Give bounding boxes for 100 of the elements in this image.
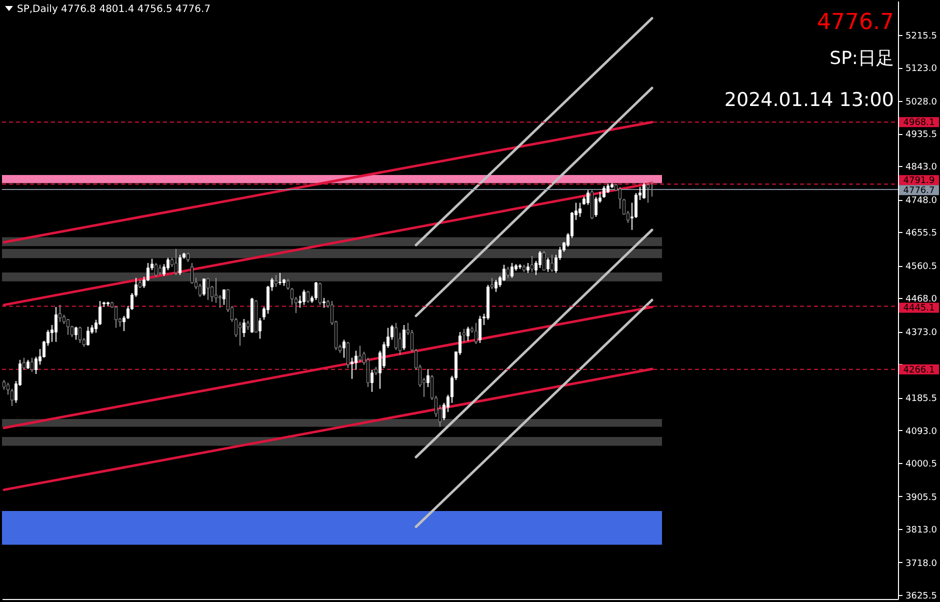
y-tick-label: 3718.0: [906, 558, 938, 569]
candlestick: [502, 264, 506, 282]
ref-line-label: 4266.1: [903, 365, 935, 376]
annotation: 2024.01.14 13:00: [724, 89, 894, 111]
candlestick: [246, 320, 250, 330]
candlestick: [162, 264, 166, 277]
candlestick: [354, 350, 358, 370]
candlestick: [306, 290, 310, 304]
candlestick: [650, 180, 654, 198]
candlestick: [506, 266, 510, 278]
y-tick-label: 4935.5: [906, 130, 937, 140]
candlestick: [178, 254, 182, 276]
y-tick-label: 3625.5: [906, 591, 937, 602]
candlestick: [402, 324, 406, 351]
y-tick-label: 5028.0: [906, 98, 938, 108]
y-tick-label: 4000.5: [906, 459, 937, 470]
candlestick: [298, 295, 302, 308]
candlestick: [10, 388, 14, 407]
candlestick: [186, 252, 190, 262]
annotation: SP:日足: [830, 48, 894, 69]
candlestick: [366, 357, 370, 388]
y-tick-label: 4655.5: [906, 228, 937, 239]
candlestick: [546, 257, 550, 272]
candlestick: [410, 329, 414, 352]
candlestick: [166, 257, 170, 271]
y-tick-label: 4093.0: [906, 426, 938, 437]
candlestick: [646, 182, 650, 204]
candlestick: [322, 297, 326, 308]
candlestick: [74, 326, 78, 340]
candlestick: [278, 272, 282, 286]
candlestick: [242, 318, 246, 338]
candlestick: [370, 369, 374, 392]
candlestick: [586, 190, 590, 206]
candlestick: [538, 250, 542, 268]
candlestick: [274, 274, 278, 288]
chart-title: SP,Daily 4776.8 4801.4 4756.5 4776.7: [17, 4, 211, 15]
candlestick: [426, 368, 430, 388]
candlestick: [542, 250, 546, 272]
candlestick: [190, 262, 194, 284]
y-tick-label: 4468.0: [906, 294, 938, 305]
y-tick-label: 4748.0: [906, 196, 938, 206]
candlestick: [66, 318, 70, 336]
candlestick: [214, 277, 218, 304]
candlestick: [606, 183, 610, 194]
candlestick: [238, 321, 242, 346]
candlestick: [158, 264, 162, 276]
candlestick: [578, 202, 582, 218]
candlestick: [302, 289, 306, 306]
candlestick: [198, 283, 202, 298]
candlestick: [22, 357, 26, 370]
ref-line-label: 4968.1: [903, 118, 935, 128]
y-tick-label: 3905.5: [906, 492, 937, 503]
candlestick: [314, 282, 318, 300]
y-tick-label: 4185.5: [906, 394, 937, 404]
candlestick: [202, 278, 206, 296]
candlestick: [394, 322, 398, 351]
y-tick-label: 4843.0: [906, 162, 938, 173]
ref-line-label: 4445.1: [903, 304, 935, 314]
candlestick: [114, 305, 118, 328]
candlestick: [62, 314, 66, 324]
y-tick-label: 5123.0: [906, 64, 938, 74]
candlestick: [78, 326, 82, 344]
candlestick: [98, 300, 102, 326]
candlestick: [634, 192, 638, 218]
candlestick: [342, 339, 346, 358]
ref-line-label: 4791.9: [903, 176, 936, 186]
y-tick-label: 5215.5: [906, 31, 937, 42]
candlestick: [526, 262, 530, 274]
candlestick: [34, 356, 38, 374]
candlestick: [618, 186, 622, 210]
candlestick: [26, 359, 30, 370]
candlestick: [346, 341, 350, 368]
candlestick: [494, 279, 498, 292]
candlestick: [358, 345, 362, 362]
candlestick: [30, 357, 34, 372]
candlestick: [474, 322, 478, 345]
candlestick: [6, 382, 10, 396]
candlestick: [154, 262, 158, 278]
candlestick: [478, 315, 482, 344]
ref-line-label: 4776.7: [903, 186, 935, 196]
candlestick: [550, 254, 554, 272]
candlestick: [466, 326, 470, 342]
candlestick: [206, 277, 210, 300]
candlestick: [318, 282, 322, 306]
candlestick: [530, 255, 534, 272]
candlestick: [642, 182, 646, 200]
y-tick-label: 4373.0: [906, 328, 938, 338]
candlestick: [290, 288, 294, 306]
candlestick: [594, 196, 598, 218]
candlestick: [602, 185, 606, 198]
candlestick: [350, 357, 354, 380]
candlestick: [174, 248, 178, 276]
annotation: 4776.7: [817, 10, 894, 35]
candlestick: [490, 277, 494, 290]
candlestick: [218, 294, 222, 308]
candlestick: [2, 379, 6, 390]
y-tick-label: 3813.0: [906, 525, 938, 536]
candlestick: [86, 326, 90, 346]
candlestick: [54, 306, 58, 342]
candlestick: [58, 304, 62, 322]
